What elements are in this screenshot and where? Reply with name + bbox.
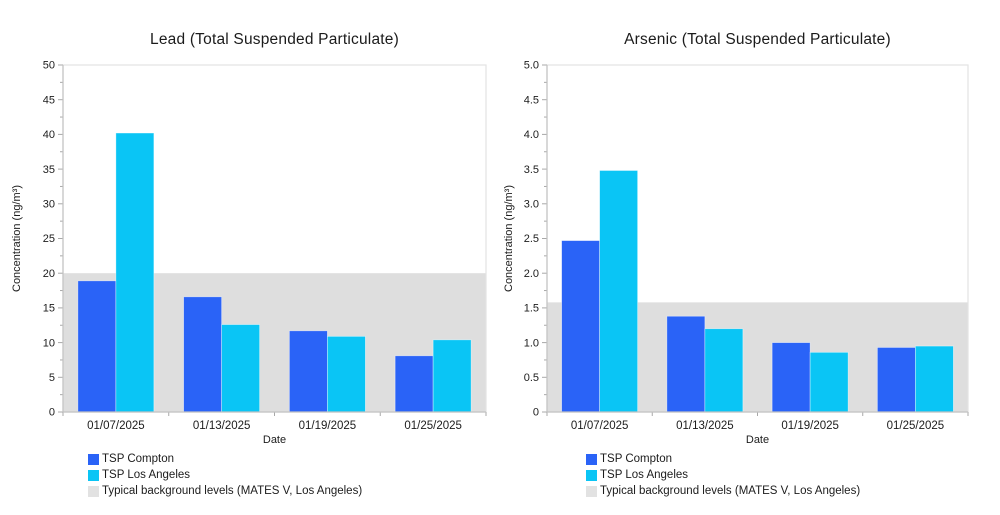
- legend-item-background-levels[interactable]: Typical background levels (MATES V, Los …: [586, 483, 1000, 499]
- svg-text:01/25/2025: 01/25/2025: [887, 420, 945, 432]
- svg-text:50: 50: [43, 60, 55, 72]
- legend-label: TSP Compton: [102, 453, 175, 465]
- legend-label: TSP Los Angeles: [102, 469, 191, 481]
- legend-item-tsp-los-angeles[interactable]: TSP Los Angeles: [586, 467, 1000, 483]
- svg-text:5.0: 5.0: [524, 60, 539, 72]
- legend-item-background-levels[interactable]: Typical background levels (MATES V, Los …: [88, 483, 500, 499]
- svg-text:01/19/2025: 01/19/2025: [781, 420, 839, 432]
- lead-chart-panel: Lead (Total Suspended Particulate) 01/07…: [0, 31, 500, 499]
- svg-text:0: 0: [49, 407, 55, 419]
- legend-item-tsp-compton[interactable]: TSP Compton: [88, 451, 500, 467]
- arsenic-chart-legend: TSP Compton TSP Los Angeles Typical back…: [586, 451, 1000, 499]
- compton-swatch-icon: [586, 453, 597, 465]
- los-angeles-swatch-icon: [586, 469, 597, 481]
- svg-text:35: 35: [43, 164, 55, 176]
- arsenic-chart-plot[interactable]: 01/07/2025 01/13/2025 01/19/2025 01/25/2025…: [500, 55, 1000, 450]
- svg-text:2.5: 2.5: [524, 233, 539, 245]
- lead-chart-title: Lead (Total Suspended Particulate): [150, 31, 399, 48]
- svg-text:Date: Date: [746, 434, 769, 446]
- legend-label: Typical background levels (MATES V, Los …: [600, 485, 861, 497]
- svg-text:40: 40: [43, 129, 55, 141]
- svg-text:5: 5: [49, 372, 55, 384]
- legend-label: TSP Los Angeles: [600, 469, 689, 481]
- legend-item-tsp-compton[interactable]: TSP Compton: [586, 451, 1000, 467]
- svg-text:4.5: 4.5: [524, 94, 539, 106]
- svg-text:0.5: 0.5: [524, 372, 539, 384]
- arsenic-chart-title: Arsenic (Total Suspended Particulate): [624, 31, 891, 48]
- lead-chart-legend: TSP Compton TSP Los Angeles Typical back…: [88, 451, 500, 499]
- legend-label: Typical background levels (MATES V, Los …: [102, 485, 363, 497]
- svg-text:3.5: 3.5: [524, 164, 539, 176]
- svg-text:01/25/2025: 01/25/2025: [404, 420, 462, 432]
- svg-text:01/13/2025: 01/13/2025: [676, 420, 734, 432]
- svg-text:0: 0: [533, 407, 539, 419]
- svg-text:Concentration (ng/m³): Concentration (ng/m³): [503, 185, 515, 292]
- svg-text:15: 15: [43, 303, 55, 315]
- los-angeles-swatch-icon: [88, 469, 99, 481]
- svg-text:1.5: 1.5: [524, 303, 539, 315]
- svg-text:4.0: 4.0: [524, 129, 539, 141]
- svg-text:Date: Date: [263, 434, 286, 446]
- svg-text:01/07/2025: 01/07/2025: [571, 420, 629, 432]
- svg-text:3.0: 3.0: [524, 199, 539, 211]
- svg-text:1.0: 1.0: [524, 337, 539, 349]
- svg-text:30: 30: [43, 199, 55, 211]
- svg-text:01/07/2025: 01/07/2025: [87, 420, 145, 432]
- svg-text:01/13/2025: 01/13/2025: [193, 420, 251, 432]
- svg-text:Concentration (ng/m³): Concentration (ng/m³): [11, 185, 23, 292]
- compton-swatch-icon: [88, 453, 99, 465]
- background-band-swatch-icon: [586, 485, 597, 497]
- svg-text:10: 10: [43, 337, 55, 349]
- svg-text:01/19/2025: 01/19/2025: [299, 420, 357, 432]
- lead-chart-plot[interactable]: 01/07/2025 01/13/2025 01/19/2025 01/25/2025…: [0, 55, 500, 450]
- arsenic-chart-panel: Arsenic (Total Suspended Particulate) 01…: [500, 0, 1000, 515]
- background-band-swatch-icon: [88, 485, 99, 497]
- svg-text:45: 45: [43, 94, 55, 106]
- svg-text:25: 25: [43, 233, 55, 245]
- svg-text:20: 20: [43, 268, 55, 280]
- legend-label: TSP Compton: [600, 453, 673, 465]
- legend-item-tsp-los-angeles[interactable]: TSP Los Angeles: [88, 467, 500, 483]
- svg-text:2.0: 2.0: [524, 268, 539, 280]
